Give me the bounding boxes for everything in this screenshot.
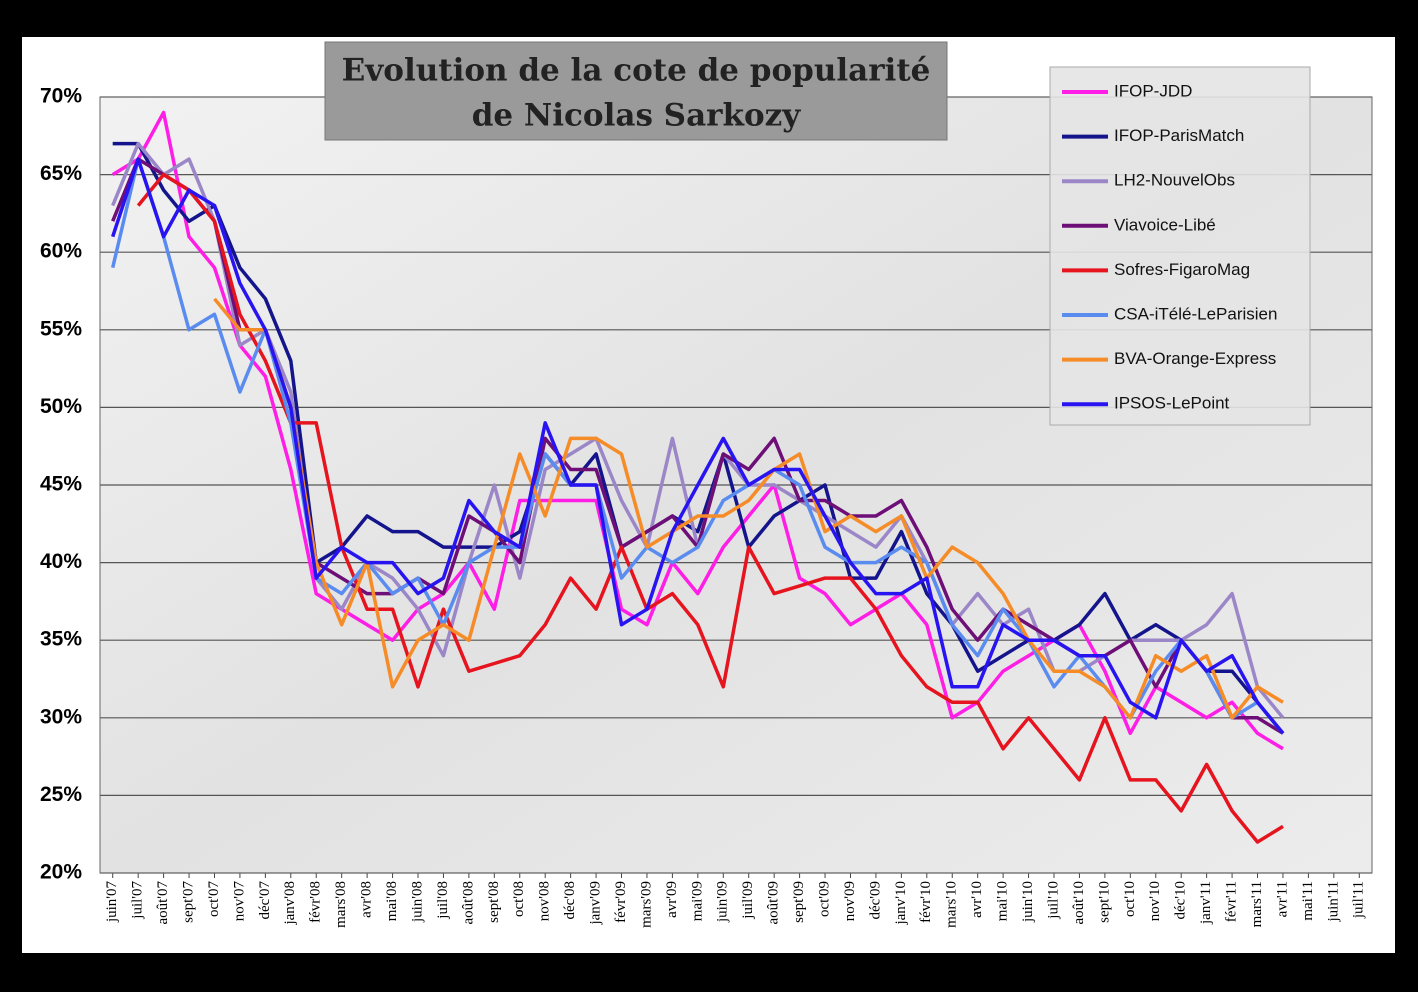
legend-label: Viavoice-Libé — [1114, 215, 1216, 234]
legend: IFOP-JDD IFOP-ParisMatch LH2-NouvelObs Viav… — [1062, 81, 1277, 413]
x-tick-label: juin'07 — [104, 881, 120, 924]
y-tick-label: 30% — [40, 705, 82, 728]
y-tick-label: 50% — [40, 395, 82, 418]
x-tick-label: nov'10 — [1147, 881, 1163, 921]
x-tick-label: févr'11 — [1224, 881, 1240, 922]
x-tick-label: oct'10 — [1122, 881, 1138, 917]
chart-subtitle: de Nicolas Sarkozy — [472, 98, 802, 134]
x-tick-label: mars'10 — [944, 881, 960, 928]
x-tick-label: juil'10 — [1045, 881, 1061, 920]
x-tick-label: mars'09 — [638, 881, 654, 928]
y-tick-label: 70% — [40, 85, 82, 108]
x-tick-label: août'08 — [460, 881, 476, 925]
x-tick-label: juil'11 — [1351, 881, 1367, 919]
x-tick-label: févr'08 — [308, 881, 324, 923]
x-tick-label: sept'08 — [486, 881, 502, 923]
series-line — [111, 157, 1285, 735]
x-tick-label: mai'10 — [995, 881, 1011, 921]
x-tick-label: févr'10 — [918, 881, 934, 923]
legend-box — [1049, 66, 1311, 426]
x-tick-label: juil'08 — [435, 881, 451, 920]
series-line — [111, 110, 1284, 751]
x-tick-label: juin'11 — [1325, 881, 1341, 922]
x-tick-label: juin'08 — [409, 881, 425, 923]
series-line — [112, 141, 1285, 735]
x-tick-label: nov'09 — [842, 881, 858, 921]
y-tick-label: 20% — [40, 861, 82, 884]
x-tick-label: sept'10 — [1096, 881, 1112, 923]
x-tick-label: avr'10 — [969, 881, 985, 918]
x-tick-label: nov'07 — [231, 881, 247, 922]
x-tick-label: avr'11 — [1274, 881, 1290, 917]
legend-label: IFOP-ParisMatch — [1114, 126, 1244, 145]
legend-label: Sofres-FigaroMag — [1114, 260, 1250, 279]
x-tick-label: janv'11 — [1198, 881, 1214, 925]
x-tick-label: nov'08 — [537, 881, 553, 921]
x-tick-label: févr'09 — [613, 881, 629, 923]
x-tick-label: avr'08 — [359, 881, 375, 918]
title-box — [324, 41, 948, 141]
legend-label: IFOP-JDD — [1114, 81, 1192, 100]
x-tick-label: déc'07 — [257, 881, 273, 920]
y-tick-label: 60% — [40, 240, 82, 263]
x-tick-label: avr'09 — [664, 881, 680, 918]
y-tick-label: 35% — [40, 628, 82, 651]
y-tick-label: 65% — [40, 162, 82, 185]
plot — [100, 96, 1372, 878]
x-tick-label: sept'07 — [180, 881, 196, 923]
x-tick-label: mars'11 — [1249, 881, 1265, 927]
x-tick-label: août'10 — [1071, 881, 1087, 925]
x-tick-label: déc'08 — [562, 881, 578, 920]
x-tick-label: juil'07 — [130, 881, 146, 920]
x-tick-label: mai'08 — [384, 881, 400, 921]
x-tick-label: mai'11 — [1300, 881, 1316, 921]
legend-label: IPSOS-LePoint — [1114, 394, 1230, 413]
x-tick-label: juil'09 — [740, 881, 756, 920]
legend-label: CSA-iTélé-LeParisien — [1114, 304, 1277, 323]
x-tick-label: août'09 — [766, 881, 782, 925]
x-tick-label: oct'07 — [206, 881, 222, 918]
y-tick-label: 25% — [40, 783, 82, 806]
x-tick-label: janv'10 — [893, 881, 909, 926]
x-tick-label: déc'09 — [867, 881, 883, 920]
y-tick-label: 40% — [40, 550, 82, 573]
x-tick-label: janv'08 — [282, 881, 298, 926]
legend-label: BVA-Orange-Express — [1114, 349, 1276, 368]
y-tick-label: 45% — [40, 473, 82, 496]
x-tick-label: oct'08 — [511, 881, 527, 917]
x-tick-label: mars'08 — [333, 881, 349, 928]
y-tick-label: 55% — [40, 317, 82, 340]
x-tick-label: sept'09 — [791, 881, 807, 923]
series-line — [136, 172, 1284, 844]
x-tick-label: mai'09 — [689, 881, 705, 921]
x-tick-label: août'07 — [155, 881, 171, 925]
x-tick-label: janv'09 — [588, 881, 604, 926]
x-tick-label: juin'09 — [715, 881, 731, 923]
x-tick-label: oct'09 — [816, 881, 832, 917]
series-line — [213, 297, 1284, 720]
x-tick-label: juin'10 — [1020, 881, 1036, 923]
legend-label: LH2-NouvelObs — [1114, 171, 1235, 190]
x-tick-label: déc'10 — [1173, 881, 1189, 920]
chart-title: Evolution de la cote de popularité — [342, 53, 931, 89]
